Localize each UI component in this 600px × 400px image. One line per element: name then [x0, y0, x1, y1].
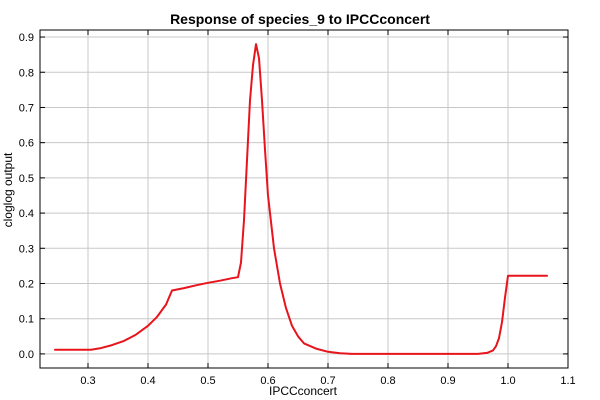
y-tick-label: 0.4	[19, 208, 34, 220]
response-curve	[54, 43, 548, 355]
y-tick-label: 0.7	[19, 102, 34, 114]
y-tick-label: 0.3	[19, 243, 34, 255]
x-tick-label: 0.5	[200, 375, 215, 387]
y-tick-label: 0.5	[19, 173, 34, 185]
x-tick-label: 0.8	[380, 375, 395, 387]
chart-title: Response of species_9 to IPCCconcert	[170, 11, 430, 27]
x-tick-label: 0.7	[320, 375, 335, 387]
x-tick-label: 1.0	[500, 375, 515, 387]
x-tick-label: 0.3	[80, 375, 95, 387]
y-tick-label: 0.8	[19, 67, 34, 79]
grid-lines	[40, 30, 569, 368]
y-axis-label: cloglog output	[1, 152, 15, 227]
y-tick-label: 0.2	[19, 279, 34, 291]
y-tick-label: 0.0	[19, 349, 34, 361]
x-tick-label: 0.9	[440, 375, 455, 387]
series-layer	[54, 43, 548, 355]
plot-frame	[39, 29, 569, 369]
x-axis-label: IPCCconcert	[269, 384, 338, 398]
y-tick-label: 0.9	[19, 32, 34, 44]
x-tick-label: 1.1	[560, 375, 575, 387]
x-tick-label: 0.6	[260, 375, 275, 387]
y-tick-label: 0.6	[19, 138, 34, 150]
x-tick-label: 0.4	[140, 375, 155, 387]
axis-ticks: 0.3 0.4 0.5 0.6 0.7 0.8 0.9 1.0 1.1 0.0 0.1 0.2 0.3 0…	[19, 30, 576, 387]
y-tick-label: 0.1	[19, 314, 34, 326]
